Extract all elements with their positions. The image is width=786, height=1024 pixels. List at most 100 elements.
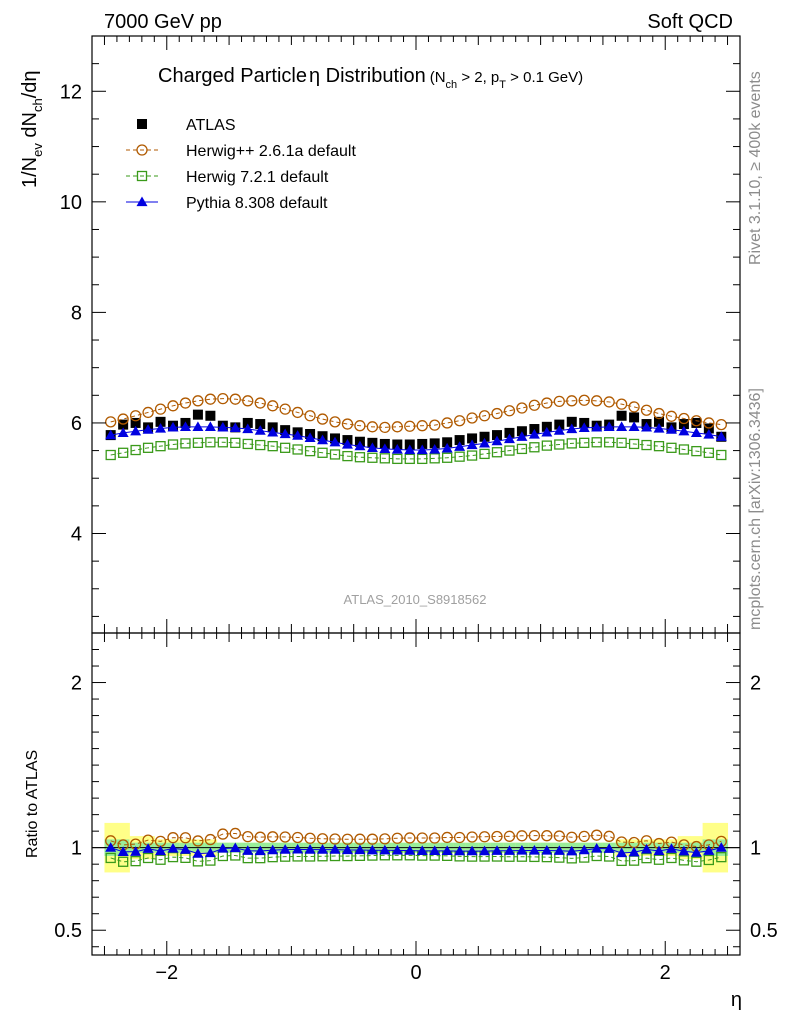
mcplots-reference-label: mcplots.cern.ch [arXiv:1306.3436] bbox=[747, 388, 764, 630]
data-point-main bbox=[715, 418, 727, 431]
data-point-main bbox=[205, 437, 216, 448]
data-point-ratio bbox=[615, 836, 628, 848]
data-point-ratio bbox=[130, 856, 141, 867]
data-point-main bbox=[441, 442, 453, 453]
data-point-ratio bbox=[491, 830, 503, 843]
data-point-main bbox=[429, 438, 440, 449]
data-point-main bbox=[491, 447, 503, 458]
data-point-main bbox=[554, 419, 565, 430]
data-point-ratio bbox=[254, 831, 266, 843]
data-point-main bbox=[566, 423, 578, 434]
data-point-ratio bbox=[105, 852, 116, 864]
data-point-main bbox=[392, 453, 403, 465]
data-point-main bbox=[129, 410, 142, 422]
ratio-y-tick-label: 2 bbox=[71, 673, 82, 695]
data-point-main bbox=[329, 436, 341, 447]
series-line-ratio bbox=[110, 854, 722, 863]
data-point-ratio bbox=[641, 843, 653, 854]
data-point-main bbox=[479, 448, 490, 460]
data-point-main bbox=[703, 417, 715, 429]
data-point-main bbox=[304, 432, 316, 442]
data-point-main bbox=[341, 439, 353, 449]
data-point-main bbox=[142, 406, 154, 419]
data-point-main bbox=[354, 452, 366, 463]
data-point-main bbox=[541, 397, 553, 409]
data-point-ratio bbox=[204, 833, 217, 846]
data-point-ratio bbox=[366, 833, 379, 845]
data-point-main bbox=[529, 442, 540, 453]
data-point-main bbox=[442, 437, 453, 448]
ratio-y-tick-label: 0.5 bbox=[54, 920, 82, 942]
legend-label: Herwig 7.2.1 default bbox=[186, 169, 329, 186]
data-point-ratio bbox=[105, 842, 117, 852]
data-point-main bbox=[192, 409, 203, 420]
data-point-main bbox=[155, 416, 166, 427]
legend-entry: Pythia 8.308 default bbox=[126, 195, 328, 212]
data-point-main bbox=[516, 443, 528, 455]
data-point-main bbox=[416, 444, 428, 455]
data-point-main bbox=[541, 426, 553, 437]
analysis-category-label: Soft QCD bbox=[647, 11, 733, 33]
data-point-main bbox=[665, 424, 677, 434]
data-point-main bbox=[242, 438, 253, 450]
data-point-main bbox=[640, 404, 653, 416]
data-point-main bbox=[242, 423, 254, 434]
data-point-ratio bbox=[616, 847, 628, 858]
ratio-uncertainty-bands bbox=[92, 822, 740, 873]
data-point-ratio bbox=[628, 846, 640, 857]
data-point-main bbox=[678, 444, 690, 455]
data-point-main bbox=[254, 425, 266, 435]
data-point-main bbox=[204, 393, 217, 405]
data-point-main bbox=[478, 410, 491, 422]
data-point-main bbox=[404, 453, 415, 465]
y-axis-label-main: 1/Nev dNch/dη bbox=[19, 70, 45, 188]
data-point-main bbox=[429, 443, 441, 454]
data-point-ratio bbox=[118, 856, 129, 867]
data-point-ratio bbox=[354, 833, 366, 845]
data-point-main bbox=[591, 421, 603, 432]
data-point-main bbox=[155, 422, 167, 433]
data-point-main bbox=[179, 421, 191, 431]
data-point-main bbox=[441, 417, 453, 429]
data-point-main bbox=[491, 435, 503, 446]
data-point-main bbox=[404, 420, 416, 432]
data-point-ratio bbox=[366, 844, 378, 855]
series-line-main bbox=[110, 398, 722, 428]
data-point-main bbox=[391, 443, 403, 454]
data-point-main bbox=[504, 427, 515, 438]
data-point-main bbox=[267, 400, 279, 412]
data-point-ratio bbox=[404, 832, 416, 844]
data-point-main bbox=[591, 395, 603, 407]
data-point-main bbox=[205, 410, 216, 421]
y-tick-label: 4 bbox=[71, 524, 82, 546]
data-point-main bbox=[255, 439, 266, 451]
data-point-main bbox=[491, 407, 503, 420]
data-point-main bbox=[316, 413, 329, 425]
data-point-ratio bbox=[391, 832, 403, 844]
x-tick-label: −2 bbox=[155, 962, 178, 984]
data-point-main bbox=[628, 438, 640, 450]
data-point-main bbox=[604, 437, 615, 448]
data-point-ratio bbox=[379, 833, 391, 845]
data-point-ratio bbox=[155, 854, 166, 865]
data-point-main bbox=[479, 431, 490, 442]
rivet-version-label: Rivet 3.1.10, ≥ 400k events bbox=[747, 71, 764, 265]
data-point-ratio bbox=[229, 827, 241, 840]
x-tick-label: 0 bbox=[410, 962, 421, 984]
data-point-ratio bbox=[716, 851, 727, 863]
y-tick-label: 8 bbox=[71, 302, 82, 324]
data-point-main bbox=[454, 441, 466, 451]
data-point-main bbox=[654, 416, 664, 427]
legend-marker bbox=[137, 119, 147, 129]
data-point-main bbox=[118, 447, 129, 458]
legend: ATLAS Herwig++ 2.6.1a default Herwig 7.2.1… bbox=[126, 117, 356, 212]
data-point-main bbox=[615, 398, 628, 410]
data-point-main bbox=[690, 415, 703, 427]
data-point-main bbox=[292, 444, 303, 455]
y-tick-label: 6 bbox=[71, 413, 82, 435]
data-point-ratio bbox=[528, 844, 540, 855]
data-point-ratio bbox=[416, 845, 428, 856]
data-point-main bbox=[616, 421, 628, 431]
data-point-main bbox=[641, 421, 653, 432]
